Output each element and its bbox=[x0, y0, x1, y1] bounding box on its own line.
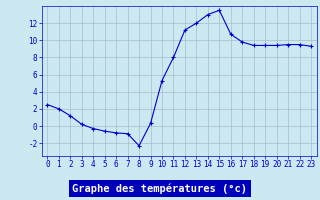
Text: Graphe des températures (°c): Graphe des températures (°c) bbox=[73, 184, 247, 194]
